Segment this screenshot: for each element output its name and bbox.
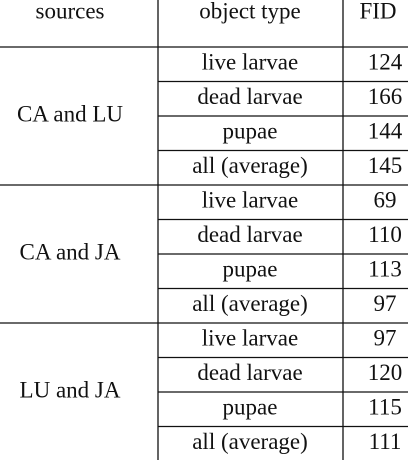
type-cell: all (average) [192, 429, 308, 454]
fid-cell: 97 [374, 326, 397, 351]
fid-cell: 120 [368, 360, 403, 385]
type-cell: dead larvae [197, 84, 302, 109]
source-cell: CA and LU [17, 101, 123, 126]
type-cell: all (average) [192, 153, 308, 178]
fid-cell: 124 [368, 50, 403, 75]
fid-cell: 113 [368, 257, 402, 282]
fid-cell: 110 [368, 222, 402, 247]
type-cell: live larvae [202, 50, 298, 75]
fid-cell: 69 [374, 188, 397, 213]
fid-cell: 144 [368, 119, 403, 144]
source-cell: LU and JA [20, 377, 121, 402]
type-cell: pupae [223, 257, 278, 282]
type-cell: dead larvae [197, 222, 302, 247]
type-cell: pupae [223, 395, 278, 420]
header-cell: object type [199, 0, 301, 23]
type-cell: live larvae [202, 326, 298, 351]
fid-cell: 166 [368, 84, 403, 109]
header-cell: sources [36, 0, 105, 23]
type-cell: dead larvae [197, 360, 302, 385]
type-cell: live larvae [202, 188, 298, 213]
header-cell: FID [359, 0, 396, 23]
fid-cell: 115 [368, 395, 402, 420]
fid-cell: 97 [374, 291, 397, 316]
type-cell: pupae [223, 119, 278, 144]
fid-cell: 145 [368, 153, 403, 178]
type-cell: all (average) [192, 291, 308, 316]
fid-cell: 111 [369, 429, 402, 454]
source-cell: CA and JA [20, 239, 121, 264]
